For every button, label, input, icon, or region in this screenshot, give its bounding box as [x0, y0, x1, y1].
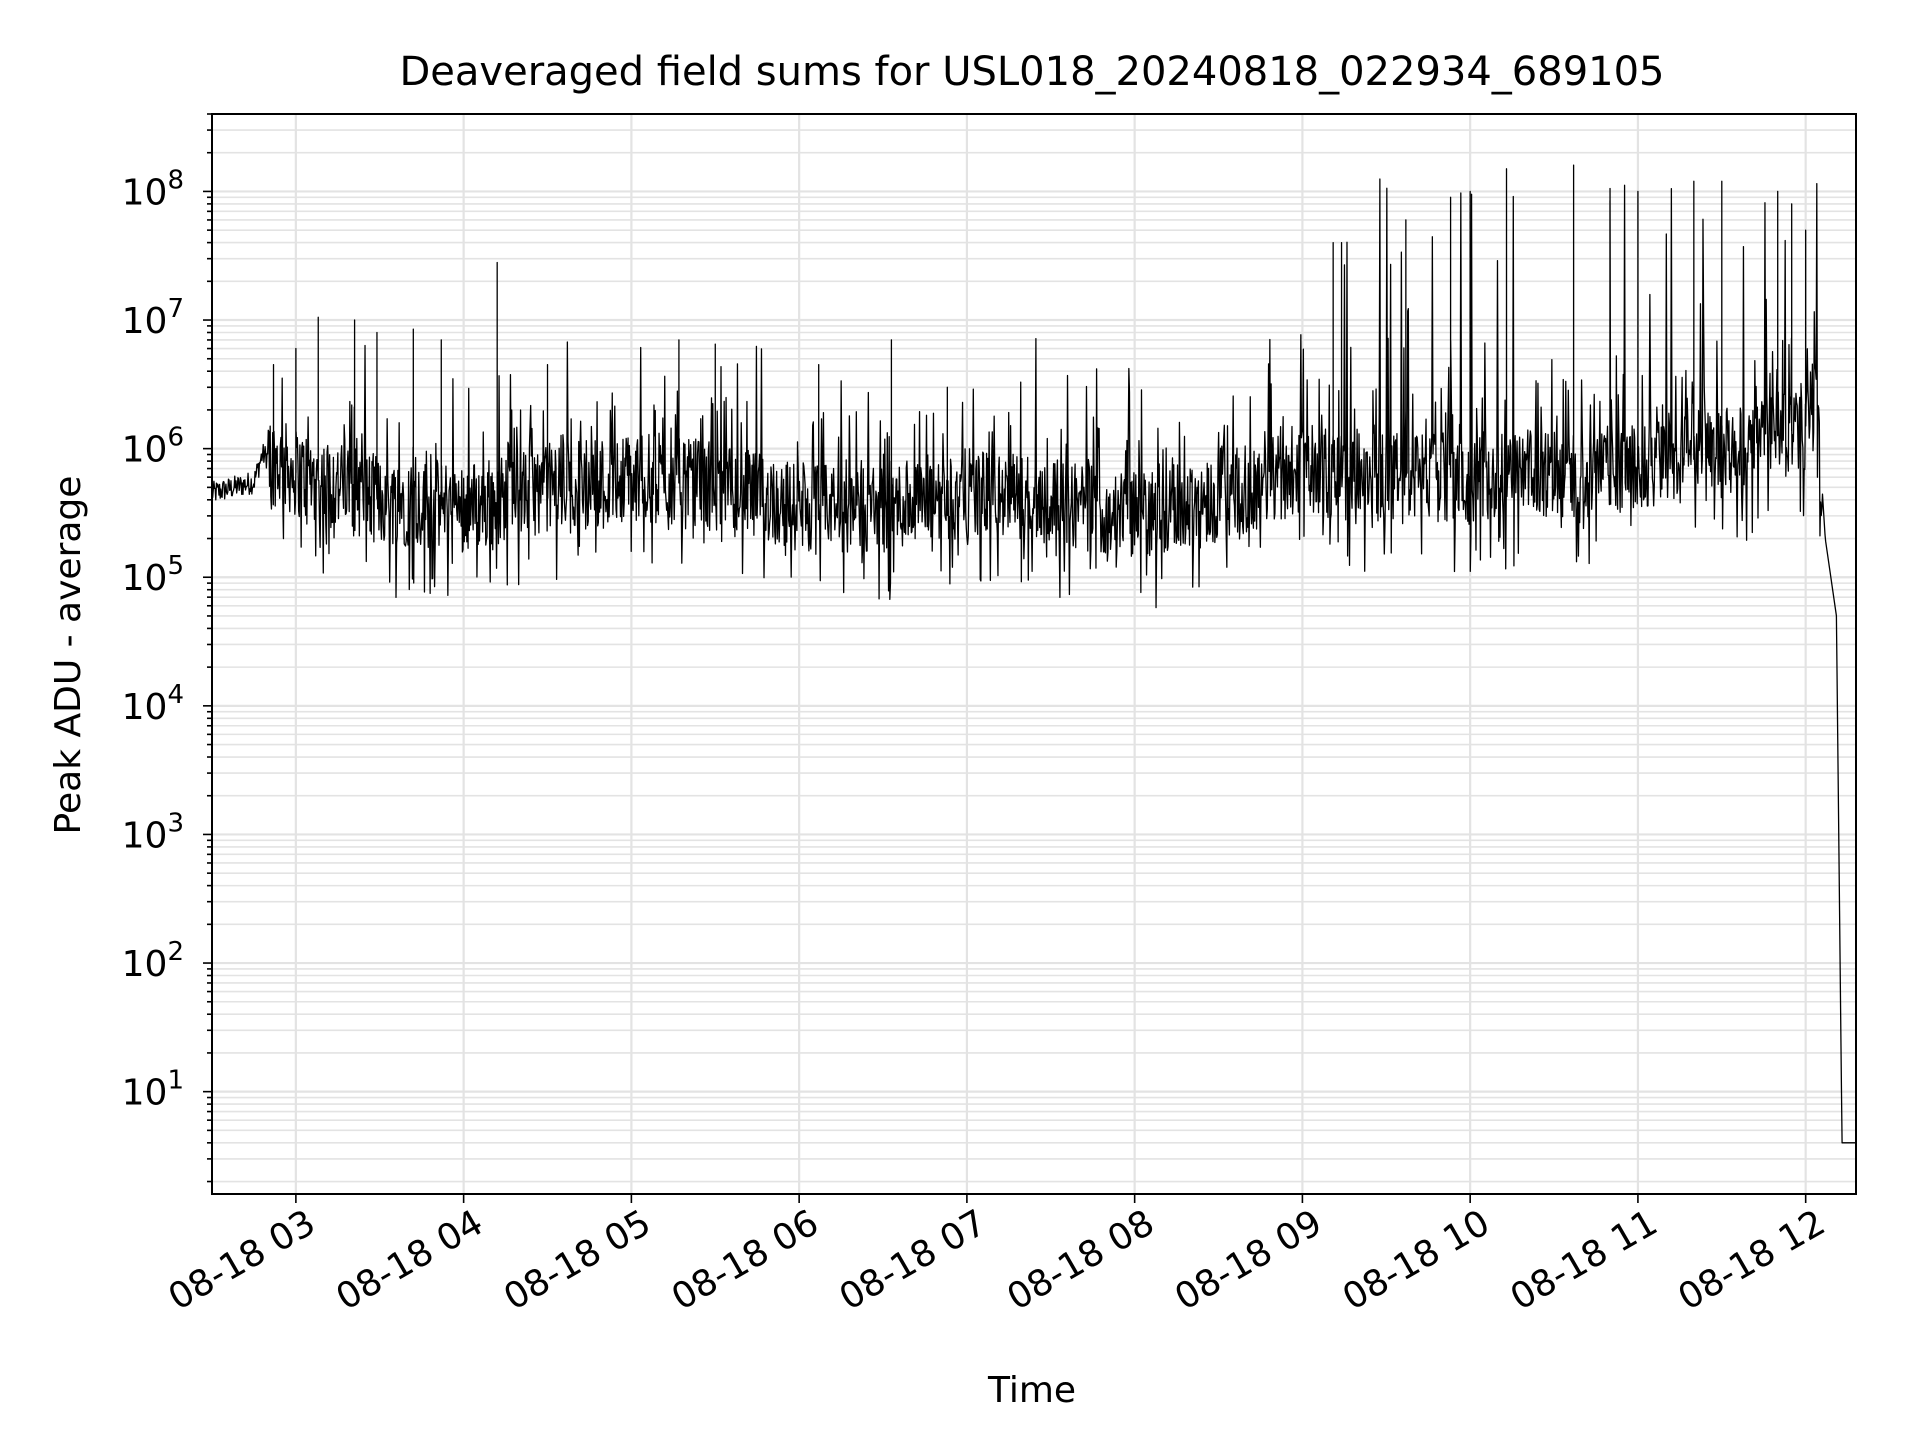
data-line-layer [211, 164, 1857, 1144]
y-axis-label: Peak ADU - average [48, 476, 89, 835]
y-tick-label: 108 [122, 165, 184, 213]
y-tick-label: 101 [122, 1066, 184, 1114]
series-line [211, 164, 1857, 1144]
y-tick-label: 105 [122, 551, 184, 599]
axes-frame [211, 113, 1857, 1195]
y-tick-label: 103 [122, 808, 184, 856]
chart-title: Deaveraged field sums for USL018_2024081… [400, 49, 1665, 95]
y-tick-label: 107 [122, 294, 184, 342]
y-tick-label: 104 [122, 680, 184, 728]
y-tick-label: 102 [122, 937, 184, 985]
x-axis-label: Time [987, 1370, 1076, 1411]
y-tick-label: 106 [122, 423, 184, 471]
grid-lines [212, 113, 1856, 1194]
